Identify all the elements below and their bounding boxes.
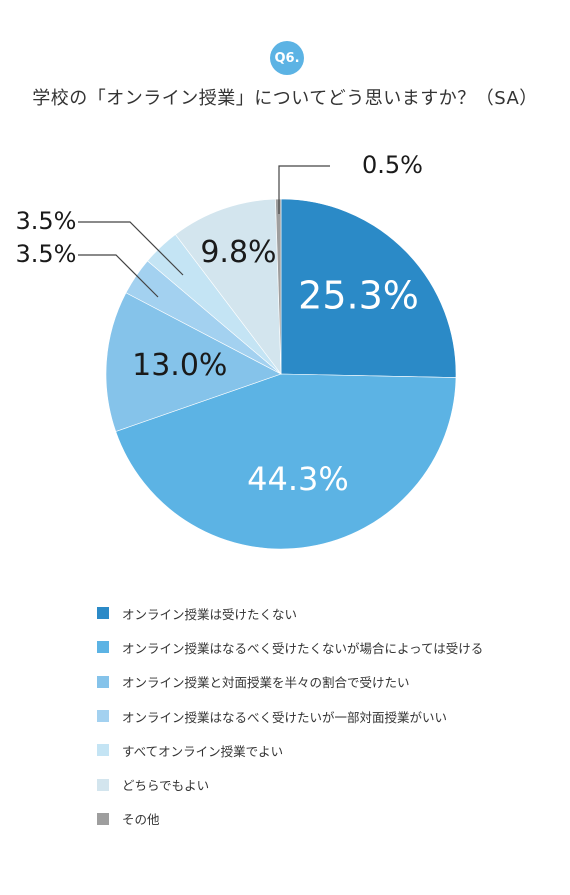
legend-item: オンライン授業はなるべく受けたいが一部対面授業がいい (97, 699, 483, 733)
legend-swatch (97, 744, 109, 757)
legend-label: どちらでもよい (122, 778, 210, 794)
legend-label: すべてオンライン授業でよい (122, 743, 284, 759)
pie-slice (115, 373, 457, 550)
data-label: 13.0% (132, 348, 227, 383)
data-label: 9.8% (200, 235, 276, 270)
legend-label: オンライン授業はなるべく受けたくないが場合によっては受ける (122, 640, 484, 656)
legend-swatch (97, 675, 109, 688)
data-label: 3.5% (16, 207, 77, 235)
leader-line (78, 254, 159, 298)
legend-label: オンライン授業と対面授業を半々の割合で受けたい (122, 675, 410, 691)
legend-swatch (97, 641, 109, 654)
legend-item: オンライン授業と対面授業を半々の割合で受けたい (97, 665, 483, 699)
legend-swatch (97, 778, 109, 791)
legend-swatch (97, 812, 109, 825)
leader-line (78, 221, 184, 276)
data-label: 3.5% (16, 240, 77, 268)
legend-item: どちらでもよい (97, 767, 483, 801)
question-title: 学校の「オンライン授業」についてどう思いますか？（SA） (32, 88, 538, 109)
pie-slice (174, 198, 282, 375)
legend-swatch (97, 607, 109, 620)
data-label: 25.3% (298, 274, 419, 318)
pie-chart: 25.3% 44.3% 13.0% 3.5% 3.5% 9.8% 0.5% (16, 151, 457, 550)
legend-item: オンライン授業は受けたくない (97, 596, 483, 630)
pie-slice (275, 198, 282, 375)
legend: オンライン授業は受けたくないオンライン授業はなるべく受けたくないが場合によっては… (97, 596, 483, 836)
data-label: 0.5% (362, 151, 423, 179)
legend-label: オンライン授業はなるべく受けたいが一部対面授業がいい (122, 709, 448, 725)
pie-slice (105, 292, 282, 432)
legend-swatch (97, 710, 109, 723)
data-label: 44.3% (247, 460, 349, 498)
legend-label: オンライン授業は受けたくない (122, 606, 298, 622)
question-badge: Q6. (270, 41, 304, 75)
legend-item: その他 (97, 802, 483, 836)
leader-line (278, 165, 330, 214)
legend-item: すべてオンライン授業でよい (97, 733, 483, 767)
legend-item: オンライン授業はなるべく受けたくないが場合によっては受ける (97, 630, 483, 664)
legend-label: その他 (122, 812, 160, 828)
pie-slice (280, 198, 457, 378)
